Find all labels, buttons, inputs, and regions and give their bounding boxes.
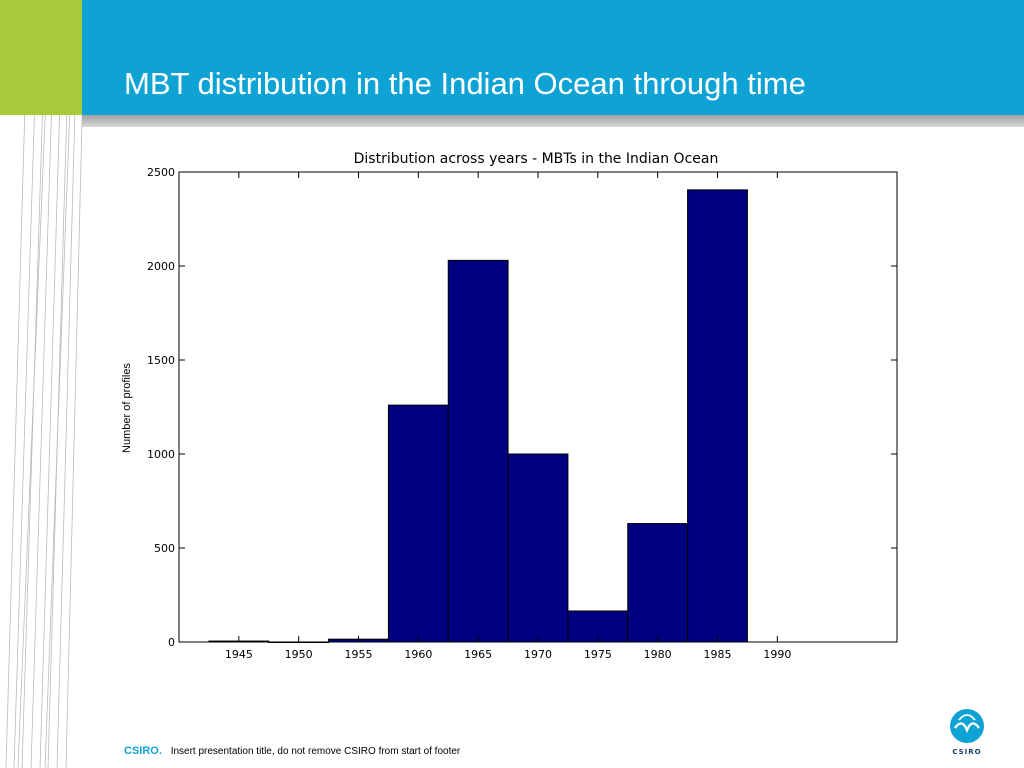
x-tick-label: 1975 [584,648,612,661]
footer-brand: CSIRO. [124,745,162,757]
y-axis-label: Number of profiles [121,363,133,453]
bar-1965 [447,259,509,643]
csiro-logo-icon: CSIRO [950,709,984,756]
decorative-line [5,0,29,768]
y-tick-label: 2500 [147,166,175,179]
decorative-line [44,0,75,768]
plot-area: 0 500 1000 1500 2000 2500 1945 1950 1955 1960 1965… [147,166,898,661]
y-tick-label: 500 [154,542,175,555]
y-tick-label: 2000 [147,260,175,273]
slide-title: MBT distribution in the Indian Ocean thr… [124,66,806,101]
decorative-line [39,0,64,768]
x-tick-label: 1945 [225,648,253,661]
decorative-line [30,0,56,768]
footer-text: Insert presentation title, do not remove… [170,746,461,757]
y-tick-label: 0 [168,636,175,649]
x-tick-label: 1970 [524,648,552,661]
decorative-line [21,0,47,768]
bar-1985 [687,189,748,643]
bar-1960 [387,404,449,643]
header-grey-bar [82,115,1024,127]
footer: CSIRO. Insert presentation title, do not… [124,745,460,757]
x-tick-label: 1990 [763,648,791,661]
x-tick-label: 1965 [464,648,492,661]
x-tick-label: 1950 [285,648,313,661]
bar-1980 [627,523,689,643]
decorative-line [47,0,71,768]
decorative-line [56,0,79,768]
x-tick-label: 1955 [345,648,373,661]
decorative-line [17,0,51,768]
chart-title: Distribution across years - MBTs in the … [354,151,719,167]
chart: Distribution across years - MBTs in the … [121,151,898,661]
decorative-line [13,0,39,768]
logo-text: CSIRO [952,748,981,756]
x-tick-label: 1985 [704,648,732,661]
header-green-block [0,0,82,115]
bar-1950 [268,641,330,643]
bar-1970 [507,453,569,643]
y-tick-label: 1000 [147,448,175,461]
y-tick-label: 1500 [147,354,175,367]
x-tick-label: 1980 [644,648,672,661]
x-tick-label: 1960 [404,648,432,661]
header-blue-band [82,0,1024,115]
